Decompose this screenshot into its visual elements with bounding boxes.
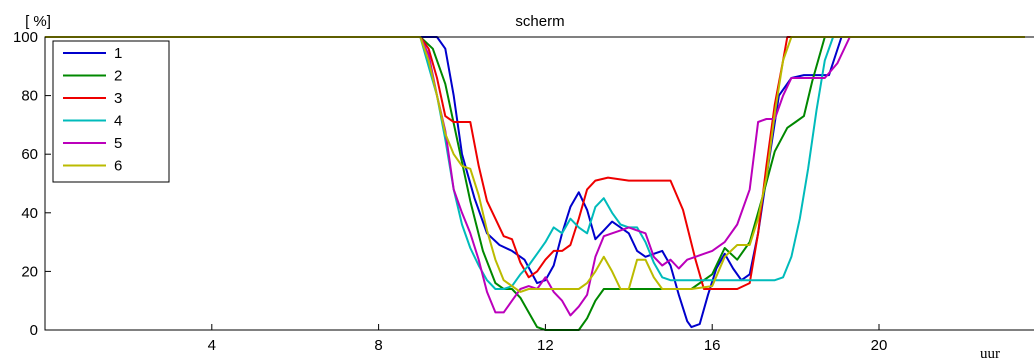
y-tick-label: 60 (21, 146, 38, 163)
x-tick-label: 8 (374, 337, 382, 354)
y-tick-label: 100 (13, 29, 38, 46)
x-axis: 4 8 12 16 20 (208, 324, 888, 354)
series-line-4 (45, 36, 1025, 290)
legend-label-1: 1 (114, 45, 122, 62)
x-axis-unit: uur (980, 346, 1000, 361)
legend-label-3: 3 (114, 90, 122, 107)
series-line-2 (45, 36, 1025, 331)
series-line-5 (45, 36, 1025, 317)
series-line-6 (45, 36, 1025, 293)
legend-box (52, 40, 170, 183)
x-tick-label: 4 (208, 337, 216, 354)
y-tick-label: 40 (21, 205, 38, 222)
legend-label-5: 5 (114, 135, 122, 152)
x-tick-label: 16 (704, 337, 721, 354)
plot-frame (44, 36, 1034, 331)
x-tick-label: 20 (871, 337, 888, 354)
chart-title: scherm (515, 13, 564, 30)
y-axis-unit: [ %] (25, 13, 51, 30)
y-tick-label: 0 (30, 322, 38, 339)
legend-label-2: 2 (114, 68, 122, 85)
series-line-1 (45, 36, 1025, 329)
x-tick-label: 12 (537, 337, 554, 354)
y-tick-label: 20 (21, 263, 38, 280)
legend: 1 2 3 4 5 6 (52, 40, 170, 183)
y-tick-label: 80 (21, 88, 38, 105)
legend-label-6: 6 (114, 158, 122, 175)
series-lines (45, 36, 1025, 331)
legend-label-4: 4 (114, 113, 122, 130)
series-line-3 (45, 36, 1025, 290)
